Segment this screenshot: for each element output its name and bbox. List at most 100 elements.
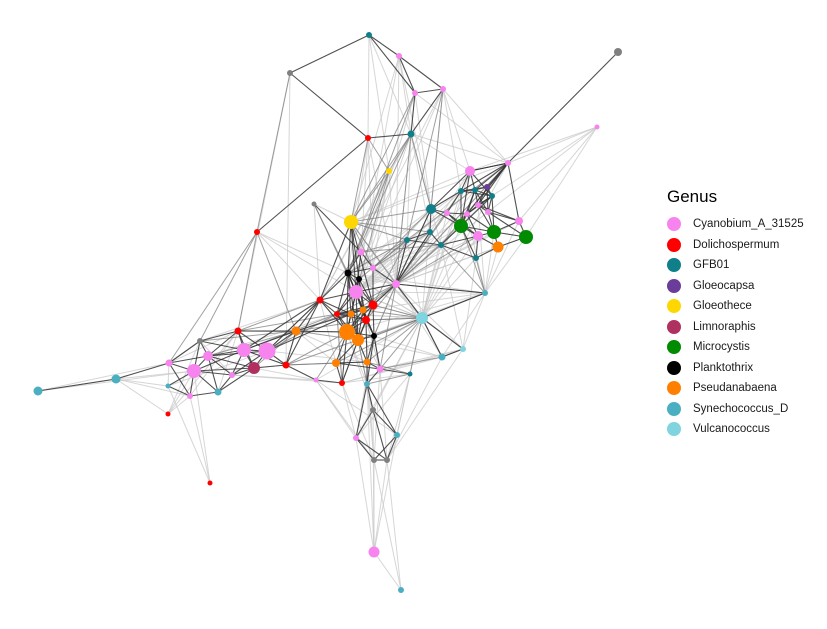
edge-strong [207, 350, 268, 357]
edge-weak [421, 190, 462, 319]
edge-medium [366, 361, 411, 375]
network-node [187, 364, 201, 378]
edge-strong [266, 299, 321, 352]
edge-medium [406, 162, 509, 241]
edge-weak [487, 126, 598, 213]
edge-medium [355, 170, 390, 293]
edge-strong [358, 278, 374, 306]
network-node [311, 201, 317, 207]
edge-strong [410, 92, 416, 135]
edge-strong [285, 364, 317, 381]
network-node [454, 219, 468, 233]
network-node [371, 457, 377, 463]
edge-medium [336, 283, 397, 315]
edge-medium [350, 221, 397, 285]
edge-weak [414, 92, 509, 164]
edge-medium [335, 317, 423, 364]
edge-strong [217, 367, 255, 393]
edge-weak [366, 383, 375, 553]
network-node [370, 265, 376, 271]
edge-medium [395, 235, 479, 285]
legend-item: Gloeothece [667, 296, 823, 317]
edge-weak [256, 231, 349, 274]
edge-strong [350, 221, 357, 293]
edge-weak [386, 373, 411, 461]
edge-weak [367, 34, 370, 139]
edge-weak [373, 459, 402, 591]
network-node [365, 135, 371, 141]
edge-strong [460, 195, 493, 227]
edge-strong [365, 319, 368, 363]
edge-medium [372, 239, 408, 306]
network-node [484, 184, 490, 190]
edge-medium [207, 330, 297, 357]
edge-weak [347, 272, 397, 285]
edge-strong [347, 272, 375, 337]
edge-weak [442, 88, 462, 192]
edge-weak [313, 203, 321, 301]
network-node [392, 280, 400, 288]
edge-strong [398, 55, 444, 90]
legend-swatch [667, 258, 681, 273]
network-node [487, 225, 501, 239]
network-node [412, 90, 418, 96]
legend-item: Dolichospermum [667, 235, 823, 256]
edge-medium [360, 244, 442, 253]
network-node [313, 377, 319, 383]
network-node [352, 334, 364, 346]
edge-medium [366, 373, 411, 385]
edge-strong [469, 162, 509, 172]
network-node [291, 326, 301, 336]
edge-medium [347, 92, 416, 274]
edge-weak [253, 367, 317, 381]
edge-medium [350, 92, 416, 223]
network-node [394, 432, 400, 438]
network-node [33, 386, 43, 396]
network-node [353, 435, 359, 441]
edge-medium [395, 133, 412, 285]
network-node [376, 365, 384, 373]
edge-strong [507, 51, 619, 164]
edge-medium [350, 133, 412, 223]
edge-weak [199, 299, 321, 342]
edge-strong [315, 379, 343, 384]
legend-label: Cyanobium_A_31525 [693, 218, 804, 231]
edge-medium [256, 72, 291, 233]
edge-weak [386, 348, 464, 461]
edge-strong [217, 374, 233, 393]
edge-medium [379, 317, 423, 370]
edge-strong [285, 330, 297, 366]
edge-strong [313, 203, 362, 253]
edge-strong [487, 211, 527, 238]
edge-medium [360, 239, 408, 253]
edge-weak [193, 370, 211, 484]
edge-strong [421, 317, 464, 350]
legend-item: Synechococcus_D [667, 399, 823, 420]
edge-strong [410, 88, 444, 135]
edge-weak [414, 92, 432, 210]
edge-medium [350, 221, 374, 269]
network-node [614, 48, 622, 56]
edge-medium [313, 203, 349, 274]
network-node [356, 276, 362, 282]
edge-weak [395, 189, 476, 285]
edge-medium [350, 221, 408, 241]
legend-label: Planktothrix [693, 361, 754, 374]
edge-strong [256, 137, 369, 233]
network-node [254, 229, 260, 235]
legend-label: Limnoraphis [693, 320, 756, 333]
edge-weak [355, 244, 442, 293]
edge-strong [477, 186, 488, 206]
edge-strong [168, 340, 201, 364]
network-node [362, 316, 370, 324]
edge-strong [379, 368, 411, 375]
network-node [203, 351, 213, 361]
edge-medium [237, 231, 258, 332]
edge-weak [368, 34, 390, 172]
network-node [237, 343, 251, 357]
edge-weak [398, 55, 432, 210]
edge-weak [398, 55, 412, 135]
edge-strong [507, 162, 520, 222]
edge-strong [441, 348, 464, 358]
